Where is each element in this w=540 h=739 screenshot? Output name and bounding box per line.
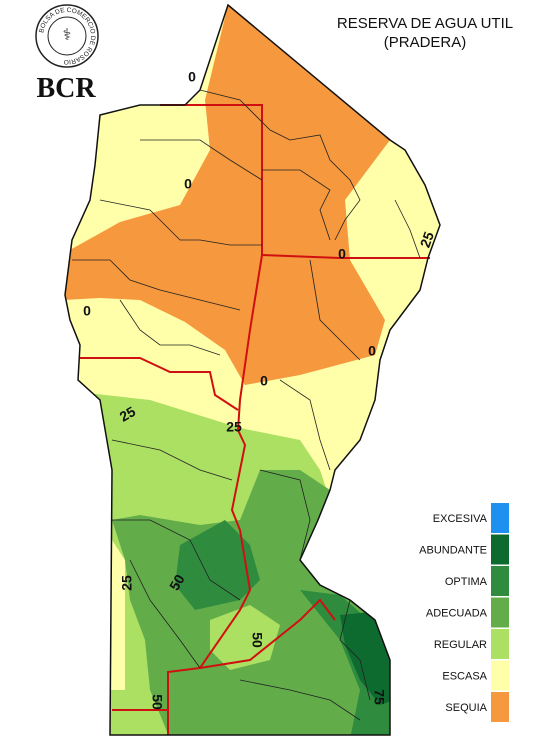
contour-label: 0 bbox=[184, 176, 192, 192]
logo-text: BCR bbox=[36, 73, 96, 104]
contour-label: 50 bbox=[166, 571, 188, 593]
contour-label: 0 bbox=[368, 343, 376, 359]
contour-label: 50 bbox=[249, 632, 265, 648]
legend-swatch bbox=[491, 534, 509, 565]
title-line: (PRADERA) bbox=[384, 34, 467, 51]
contour-label: 25 bbox=[119, 575, 135, 591]
contour-label: 25 bbox=[226, 419, 242, 435]
county-borders bbox=[72, 89, 421, 721]
title-line: RESERVA DE AGUA UTIL bbox=[337, 15, 513, 32]
legend-swatch bbox=[491, 692, 509, 722]
legend-swatch bbox=[491, 597, 509, 628]
legend: EXCESIVA ABUNDANTE OPTIMA ADECUADA REGULAR ES… bbox=[419, 503, 509, 722]
department-borders bbox=[80, 104, 430, 735]
legend-swatch bbox=[491, 660, 509, 691]
legend-label: REGULAR bbox=[434, 639, 487, 651]
logo-ring bbox=[35, 4, 99, 68]
logo-inner bbox=[47, 16, 87, 56]
province-outline bbox=[64, 3, 441, 736]
legend-label: EXCESIVA bbox=[433, 513, 488, 525]
legend-swatch bbox=[491, 629, 509, 659]
contour-label: 50 bbox=[149, 694, 165, 710]
zone bbox=[65, 5, 390, 385]
legend-label: OPTIMA bbox=[445, 576, 488, 588]
legend-label: SEQUIA bbox=[445, 702, 487, 714]
legend-swatch bbox=[491, 503, 509, 533]
legend-swatch bbox=[491, 566, 509, 596]
contour-labels: 0 0 0 0 0 0 25 25 25 25 50 50 50 75 bbox=[83, 69, 437, 710]
zone bbox=[210, 605, 280, 670]
legend-label: ABUNDANTE bbox=[419, 545, 487, 557]
contour-label: 0 bbox=[338, 246, 346, 262]
contour-label: 25 bbox=[117, 403, 139, 425]
contour-label: 0 bbox=[83, 303, 91, 319]
contour-label: 0 bbox=[260, 373, 268, 389]
contour-label: 75 bbox=[371, 689, 387, 705]
logo-emblem: ⚕ bbox=[63, 27, 72, 44]
contour-label: 25 bbox=[417, 229, 437, 249]
legend-label: ADECUADA bbox=[426, 608, 488, 620]
contour-label: 0 bbox=[188, 69, 196, 85]
zone bbox=[175, 520, 260, 610]
legend-label: ESCASA bbox=[442, 671, 487, 683]
